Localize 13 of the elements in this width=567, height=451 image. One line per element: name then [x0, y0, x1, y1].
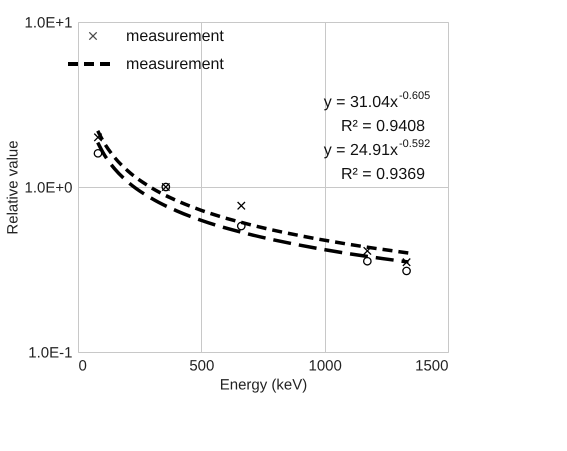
x-tick-label: 0 — [78, 358, 87, 374]
x-tick-label: 1500 — [415, 358, 448, 374]
y-tick-label: 1.0E+0 — [24, 180, 72, 196]
legend-label: measurement — [126, 28, 224, 45]
y-tick-label: 1.0E-1 — [28, 344, 72, 362]
annotation: R² = 0.9369 — [340, 166, 426, 183]
y-axis-title: Relative value — [4, 140, 22, 235]
x-axis-title: Energy (keV) — [220, 376, 308, 394]
x-tick-label: 500 — [189, 358, 214, 374]
y-tick-label: 1.0E+1 — [24, 14, 72, 32]
annotation: R² = 0.9408 — [340, 118, 426, 135]
legend-label: measurement — [126, 56, 224, 73]
x-tick-label: 1000 — [308, 358, 342, 374]
